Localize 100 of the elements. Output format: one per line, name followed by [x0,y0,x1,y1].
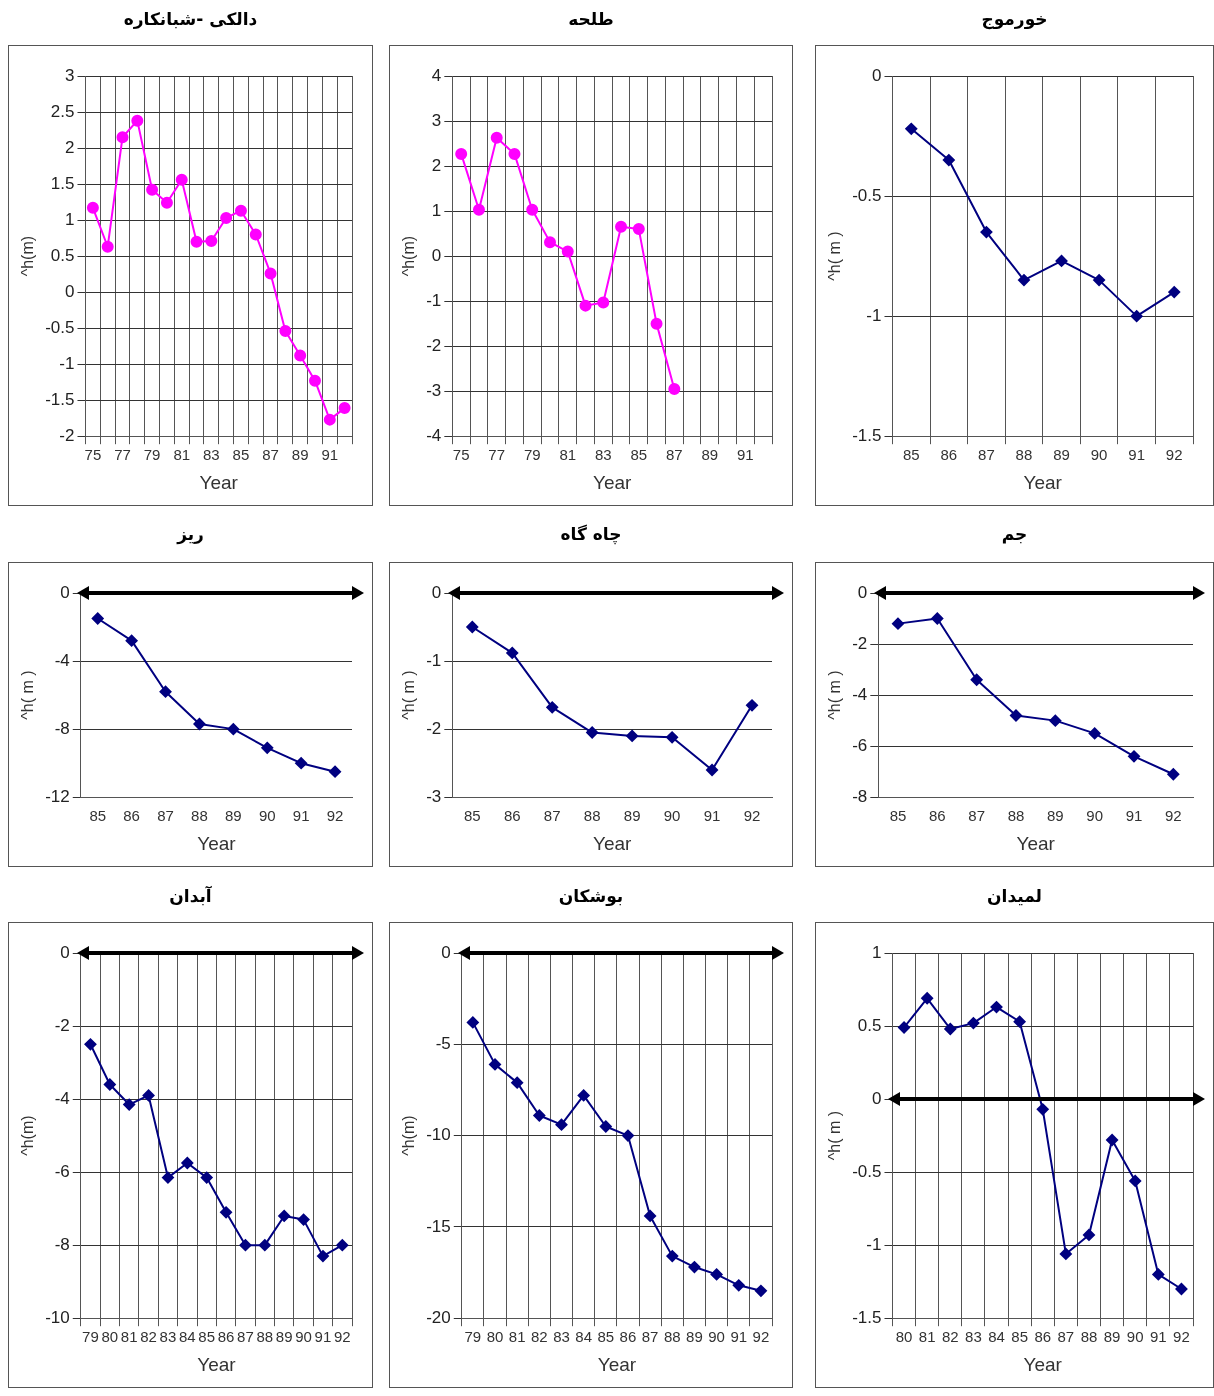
point [227,723,240,736]
point [1088,727,1101,740]
x-tick-label: 80 [486,1328,504,1346]
x-tick-label: 89 [686,1328,703,1346]
x-axis-title: Year [592,832,633,854]
x-tick-label: 90 [708,1328,725,1346]
point [599,1120,612,1133]
point [125,634,138,647]
point [1128,750,1140,763]
y-tick-label: -3 [426,786,442,806]
y-tick-label: 0 [65,281,75,301]
y-axis-title: ^h( m ) [826,1110,844,1161]
point [279,325,292,338]
y-tick-label: 2 [65,137,75,157]
y-tick-label: -6 [54,1161,70,1181]
point [710,1268,723,1281]
y-tick-label: -2 [852,633,868,653]
point [644,1209,657,1222]
x-tick-label: 82 [941,1328,959,1346]
y-tick-label: -0.5 [852,1161,882,1181]
point [264,267,277,280]
y-tick-label: -1 [59,353,75,373]
y-axis-title: ^h( m ) [826,670,844,720]
x-tick-label: 88 [191,807,208,825]
y-tick-label: 1 [65,209,75,229]
x-tick-label: 88 [256,1328,274,1346]
y-tick-label: -4 [852,684,868,704]
x-tick-label: 91 [730,1328,748,1346]
point [295,757,308,770]
x-tick-label: 89 [275,1328,293,1346]
y-tick-label: 0 [857,582,868,602]
x-tick-label: 85 [597,1328,615,1346]
point [650,317,663,330]
chart-title: چاه گاه [559,523,623,547]
x-tick-label: 79 [464,1328,482,1346]
x-tick-label: 83 [965,1328,982,1346]
chart-title: طلحه [567,8,615,31]
x-tick-label: 82 [140,1328,157,1346]
x-tick-label: 81 [120,1328,138,1346]
point [931,612,944,625]
point [91,612,104,625]
point [234,204,247,217]
x-tick-label: 85 [198,1328,216,1346]
y-tick-label: -4 [54,1088,70,1108]
point [181,1156,194,1169]
point [101,240,114,253]
x-tick-label: 80 [895,1328,913,1346]
x-tick-label: 91 [737,446,754,464]
point [323,413,336,426]
point [1167,768,1180,781]
point [1129,1174,1142,1187]
point [1009,709,1022,722]
x-tick-label: 89 [1046,807,1064,825]
point [1055,254,1068,267]
y-axis-title: ^h( m ) [19,670,37,720]
y-tick-label: -6 [852,735,868,755]
point [732,1279,745,1292]
point [615,220,628,233]
y-tick-label: -8 [54,718,70,738]
point [336,1239,349,1252]
y-tick-label: 1 [872,942,882,962]
x-tick-label: 77 [488,446,506,464]
x-tick-label: 90 [1090,446,1108,464]
x-axis-title: Year [197,832,237,854]
point [123,1098,136,1111]
y-tick-label: 0 [872,65,882,85]
y-tick-label: -10 [426,1125,451,1145]
point [466,1016,479,1029]
point [220,1206,233,1219]
point [621,1129,634,1142]
y-tick-label: -2 [59,425,75,445]
chart-title: جم [1000,523,1029,546]
point [632,223,645,236]
point [668,382,681,395]
x-tick-label: 81 [508,1328,526,1346]
x-tick-label: 89 [1053,446,1070,464]
x-tick-label: 92 [1164,807,1182,825]
y-tick-label: -8 [54,1234,70,1254]
x-tick-label: 82 [530,1328,548,1346]
point [597,296,610,309]
x-tick-label: 85 [1011,1328,1028,1346]
y-axis-title: ^h( m ) [400,670,418,720]
point [258,1239,271,1252]
y-tick-label: 2 [431,155,442,175]
y-tick-label: -1 [426,290,442,310]
point [103,1078,116,1091]
x-tick-label: 75 [84,446,102,464]
x-axis-title: Year [597,1353,637,1375]
point [249,228,262,241]
x-tick-label: 90 [258,807,276,825]
x-tick-label: 89 [623,807,641,825]
x-tick-label: 86 [940,446,958,464]
point [533,1109,546,1122]
x-tick-label: 87 [978,446,995,464]
x-tick-label: 85 [89,807,107,825]
point [970,673,983,686]
point [577,1089,590,1102]
y-tick-label: 0 [60,582,70,602]
y-tick-label: -1 [866,1234,882,1254]
y-tick-label: -3 [426,380,442,400]
